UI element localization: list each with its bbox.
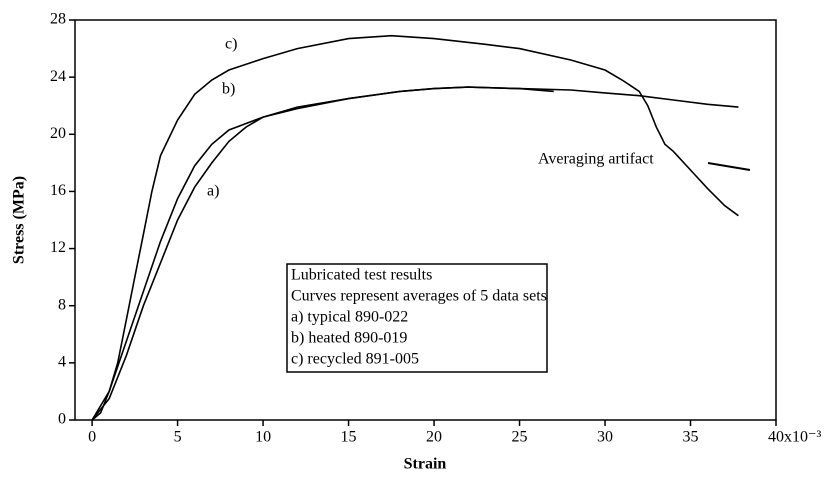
y-tick-label: 20 [50, 125, 66, 142]
y-tick-label: 8 [58, 296, 66, 313]
annotation: c) [225, 36, 237, 53]
x-tick-label: 40x10⁻³ [768, 429, 821, 446]
annotation: a) [207, 183, 219, 200]
x-tick-label: 20 [426, 429, 442, 446]
legend-entry: c) recycled 891-005 [291, 351, 419, 368]
line-series [91, 34, 739, 421]
y-tick-label: 24 [50, 68, 66, 85]
y-tick-label: 4 [58, 354, 66, 371]
annotation-arrow [707, 162, 751, 171]
y-tick-label: 28 [50, 11, 66, 28]
x-tick-label: 30 [597, 429, 613, 446]
y-tick-label: 16 [50, 182, 66, 199]
x-tick-label: 15 [341, 429, 357, 446]
annotation: b) [222, 81, 235, 98]
x-axis-label: Strain [404, 456, 447, 473]
legend-title: Lubricated test results [291, 267, 432, 284]
legend-entry: b) heated 890-019 [291, 330, 407, 347]
line-series [91, 86, 739, 421]
x-tick-label: 0 [88, 429, 96, 446]
x-tick-label: 10 [255, 429, 271, 446]
y-tick-label: 12 [50, 239, 66, 256]
plot-frame [74, 19, 777, 421]
y-tick-label: 0 [58, 411, 66, 428]
annotation: Averaging artifact [538, 151, 654, 168]
x-tick-label: 25 [512, 429, 528, 446]
legend-entry: a) typical 890-022 [291, 309, 408, 326]
line-series [91, 86, 554, 421]
y-axis-label: Stress (MPa) [11, 176, 28, 264]
legend-title: Curves represent averages of 5 data sets [291, 288, 547, 305]
legend-box [286, 263, 548, 373]
x-tick-label: 35 [683, 429, 699, 446]
x-tick-label: 5 [174, 429, 182, 446]
